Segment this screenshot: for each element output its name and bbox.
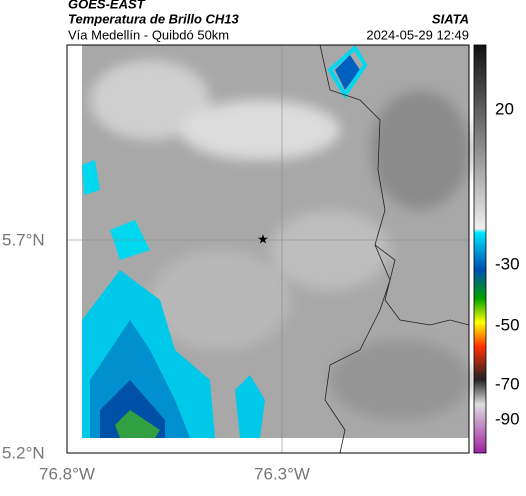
colorbar-label: -50 xyxy=(495,315,520,334)
lat-label: 5.7°N xyxy=(2,230,45,249)
org: SIATA xyxy=(432,11,469,26)
city-marker: ★ xyxy=(257,231,269,246)
colorbar-label: -30 xyxy=(495,254,520,273)
borders xyxy=(319,44,470,454)
lon-label: 76.8°W xyxy=(39,464,95,483)
colorbar-label: -70 xyxy=(495,374,520,393)
lon-label: 76.3°W xyxy=(254,464,310,483)
satellite-image xyxy=(82,44,470,438)
timestamp: 2024-05-29 12:49 xyxy=(366,27,469,42)
map-frame xyxy=(66,44,470,454)
source: GOES-EAST xyxy=(68,0,146,11)
colorbar-label: 20 xyxy=(495,99,514,118)
title: Temperatura de Brillo CH13 xyxy=(68,11,240,26)
colorbar-label: -90 xyxy=(495,409,520,428)
lat-label: 5.2°N xyxy=(2,443,45,462)
route: Vía Medellín - Quibdó 50km xyxy=(68,27,229,42)
graticule xyxy=(67,45,469,453)
colorbar xyxy=(473,44,487,454)
